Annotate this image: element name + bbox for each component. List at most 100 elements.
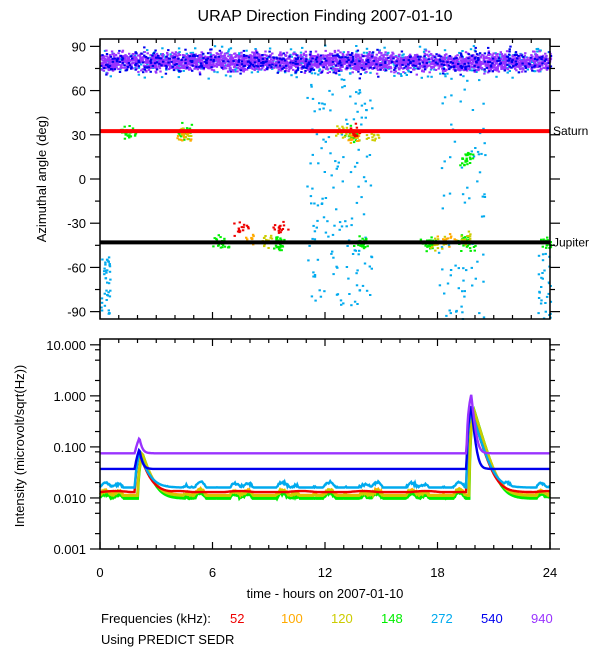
point-100 [190, 138, 193, 141]
point-940 [302, 54, 306, 56]
point-940 [544, 52, 547, 55]
point-940 [184, 60, 187, 63]
point-272 [306, 96, 309, 99]
point-940 [465, 67, 468, 70]
point-940 [399, 56, 402, 59]
point-940 [544, 67, 547, 70]
point-272 [220, 45, 224, 48]
point-272 [482, 316, 486, 319]
point-272 [331, 250, 334, 253]
point-100 [176, 137, 179, 140]
point-272 [458, 51, 461, 54]
point-272 [449, 269, 453, 271]
point-540 [232, 60, 235, 62]
point-540 [274, 64, 278, 67]
point-100 [357, 135, 361, 138]
point-940 [123, 60, 127, 63]
point-540 [395, 65, 398, 68]
point-148 [426, 245, 429, 248]
y-tick-label: 1.000 [53, 389, 86, 404]
point-940 [289, 67, 293, 70]
point-272 [480, 215, 484, 218]
point-940 [357, 68, 361, 71]
point-120 [263, 245, 266, 248]
point-540 [212, 59, 215, 61]
point-940 [361, 65, 364, 68]
point-940 [463, 61, 467, 64]
point-540 [217, 55, 221, 58]
point-940 [301, 57, 304, 60]
point-148 [279, 246, 282, 249]
point-272 [384, 67, 387, 70]
point-540 [538, 65, 541, 68]
point-148 [212, 245, 215, 248]
point-940 [188, 68, 191, 71]
point-940 [413, 58, 416, 61]
point-540 [541, 55, 544, 58]
point-272 [310, 83, 313, 86]
point-540 [549, 65, 553, 68]
point-52 [238, 230, 241, 233]
point-272 [332, 256, 335, 259]
point-940 [135, 67, 138, 70]
point-940 [544, 56, 547, 59]
point-940 [263, 59, 266, 62]
point-100 [349, 139, 352, 141]
point-940 [241, 58, 245, 61]
point-540 [305, 67, 308, 69]
point-940 [163, 63, 166, 66]
point-272 [483, 142, 486, 145]
point-272 [104, 277, 108, 280]
point-940 [396, 62, 400, 65]
legend-item-100: 100 [281, 611, 303, 626]
point-940 [468, 55, 471, 58]
point-940 [220, 59, 224, 62]
point-940 [226, 52, 229, 55]
point-940 [166, 51, 169, 54]
point-540 [337, 70, 341, 72]
point-940 [180, 63, 183, 66]
point-540 [315, 60, 319, 63]
point-540 [507, 53, 511, 56]
point-940 [189, 68, 193, 71]
point-272 [465, 269, 468, 272]
point-272 [537, 297, 541, 299]
point-940 [294, 61, 297, 64]
point-100 [450, 235, 453, 238]
point-272 [335, 265, 338, 268]
point-940 [367, 67, 370, 70]
point-272 [443, 96, 447, 99]
point-940 [278, 53, 282, 56]
point-940 [456, 65, 459, 67]
point-100 [350, 137, 353, 140]
point-540 [123, 64, 126, 67]
point-940 [277, 62, 280, 65]
point-272 [393, 74, 396, 77]
point-540 [177, 69, 180, 72]
y-tick-label: 30 [72, 128, 86, 143]
point-940 [293, 64, 297, 67]
point-940 [195, 67, 199, 70]
point-540 [130, 67, 133, 70]
point-940 [293, 57, 296, 60]
point-940 [121, 55, 125, 58]
point-940 [231, 69, 234, 71]
point-940 [398, 59, 401, 62]
point-272 [336, 293, 340, 296]
point-940 [111, 65, 115, 68]
point-940 [127, 60, 130, 63]
point-272 [104, 261, 107, 264]
point-272 [349, 67, 353, 70]
point-100 [356, 140, 359, 142]
point-940 [460, 56, 463, 59]
point-272 [365, 51, 369, 54]
point-540 [544, 58, 548, 61]
point-940 [483, 72, 486, 75]
point-540 [147, 66, 151, 69]
point-940 [458, 69, 462, 72]
point-540 [362, 68, 366, 71]
point-940 [383, 53, 386, 56]
point-540 [272, 56, 276, 59]
point-272 [160, 76, 164, 79]
point-100 [453, 238, 456, 241]
